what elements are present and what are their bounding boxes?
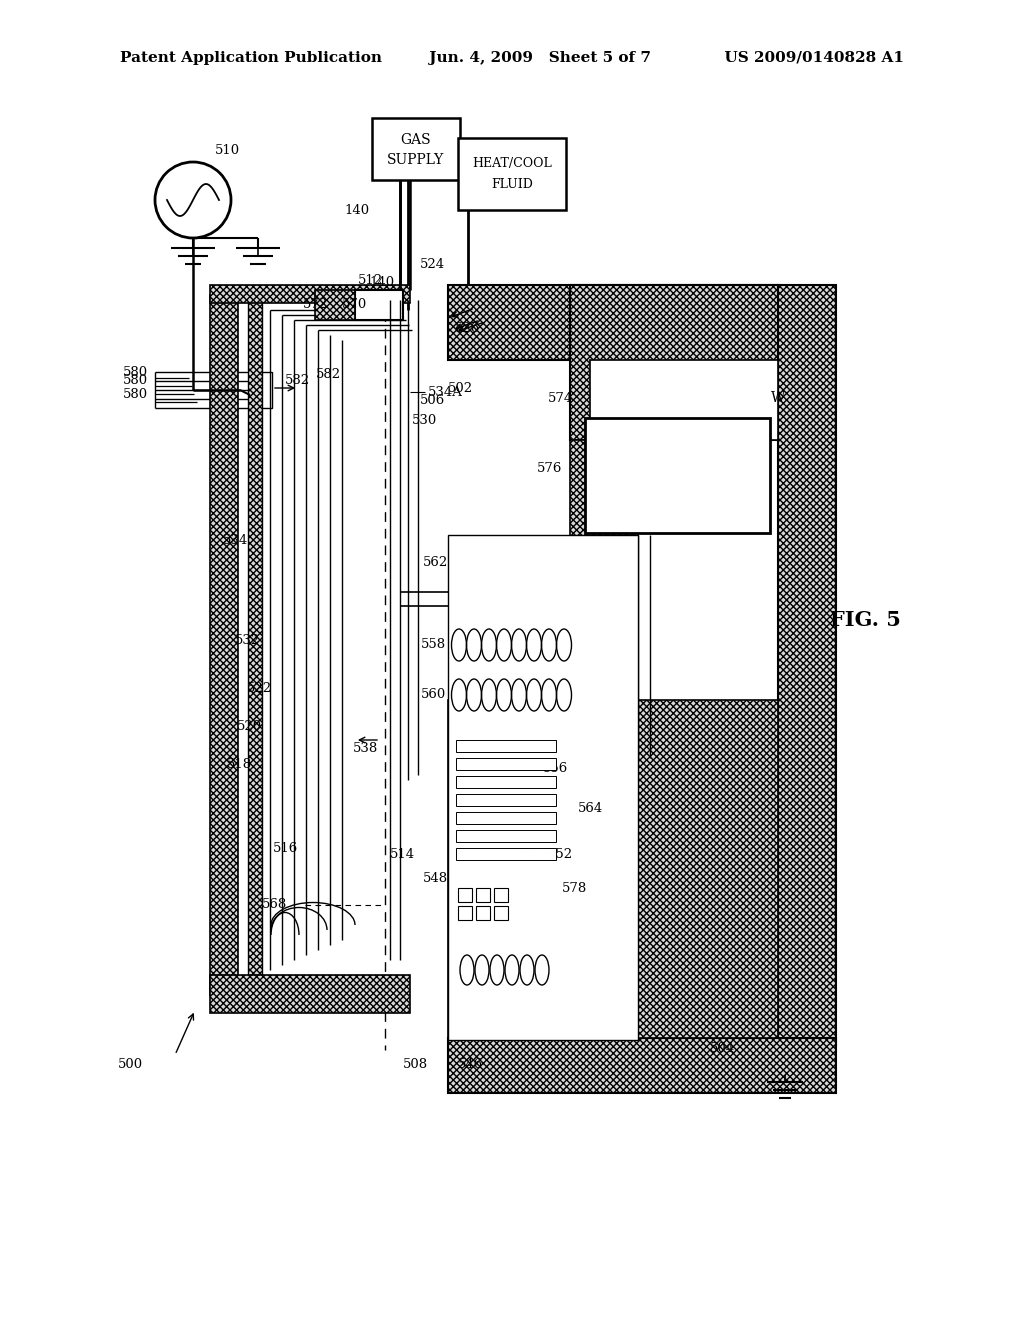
Bar xyxy=(458,139,566,210)
Bar xyxy=(449,1038,836,1093)
Text: GAS: GAS xyxy=(400,133,431,147)
Text: 580: 580 xyxy=(123,366,148,379)
Bar xyxy=(449,285,778,360)
Bar xyxy=(638,700,778,1038)
Bar xyxy=(570,285,778,440)
Bar xyxy=(355,290,403,319)
Bar xyxy=(210,294,238,995)
Bar xyxy=(456,795,556,807)
Bar xyxy=(456,776,556,788)
Bar xyxy=(458,888,472,902)
Text: P: P xyxy=(521,849,530,862)
Text: HEAT/COOL: HEAT/COOL xyxy=(472,157,552,169)
Text: 140: 140 xyxy=(345,203,370,216)
Text: 578: 578 xyxy=(562,882,587,895)
Bar xyxy=(456,812,556,824)
Text: 518: 518 xyxy=(227,758,252,771)
Text: 576: 576 xyxy=(537,462,562,474)
Text: 522: 522 xyxy=(247,681,272,694)
Text: 502: 502 xyxy=(449,381,473,395)
Bar xyxy=(450,539,570,593)
Bar xyxy=(210,285,410,304)
Text: 524: 524 xyxy=(420,259,445,272)
Text: 568: 568 xyxy=(262,899,288,912)
Bar xyxy=(778,285,836,1045)
Text: 560: 560 xyxy=(421,689,446,701)
Text: 570: 570 xyxy=(342,297,367,310)
Bar xyxy=(570,440,638,758)
Bar xyxy=(252,372,272,408)
Text: 534A: 534A xyxy=(428,385,463,399)
Text: 526: 526 xyxy=(455,322,480,334)
Bar xyxy=(449,535,638,1040)
Bar xyxy=(449,700,500,1038)
Bar xyxy=(372,117,460,180)
Text: PUMP: PUMP xyxy=(643,466,711,484)
Bar xyxy=(456,847,556,861)
Text: 508: 508 xyxy=(402,1059,428,1072)
Text: 564: 564 xyxy=(578,801,603,814)
Text: 580: 580 xyxy=(123,374,148,387)
Text: 572: 572 xyxy=(303,297,328,310)
Bar xyxy=(456,741,556,752)
Text: 512: 512 xyxy=(358,273,383,286)
Bar xyxy=(456,830,556,842)
Text: 516: 516 xyxy=(272,842,298,854)
Text: Patent Application Publication         Jun. 4, 2009   Sheet 5 of 7              : Patent Application Publication Jun. 4, 2… xyxy=(120,51,904,65)
Bar xyxy=(248,294,262,975)
Text: FLUID: FLUID xyxy=(492,177,532,190)
Bar xyxy=(494,906,508,920)
Text: 582: 582 xyxy=(285,374,310,387)
Bar xyxy=(590,360,778,440)
Text: 562: 562 xyxy=(423,556,449,569)
Text: 514: 514 xyxy=(390,849,415,862)
Text: 500: 500 xyxy=(118,1059,143,1072)
Bar xyxy=(476,888,490,902)
Circle shape xyxy=(155,162,231,238)
Text: 506: 506 xyxy=(420,393,445,407)
Bar xyxy=(458,906,472,920)
Text: FIG. 5: FIG. 5 xyxy=(830,610,901,630)
Text: 140: 140 xyxy=(370,276,395,289)
Text: 510: 510 xyxy=(215,144,240,157)
Text: 546: 546 xyxy=(458,1059,483,1072)
Text: 580: 580 xyxy=(123,388,148,401)
Text: 556: 556 xyxy=(543,762,568,775)
Text: 558: 558 xyxy=(421,639,446,652)
Bar xyxy=(585,418,770,533)
Text: 574: 574 xyxy=(548,392,573,404)
Bar xyxy=(315,290,355,319)
Text: 538: 538 xyxy=(352,742,378,755)
Bar xyxy=(476,906,490,920)
Text: 548: 548 xyxy=(423,871,449,884)
Bar xyxy=(210,975,410,1012)
Text: W: W xyxy=(771,391,785,405)
Text: 504: 504 xyxy=(710,1041,735,1055)
Text: 534: 534 xyxy=(223,533,248,546)
Text: 582: 582 xyxy=(316,368,341,381)
Text: SUPPLY: SUPPLY xyxy=(387,153,444,168)
Text: 530: 530 xyxy=(412,413,437,426)
Bar xyxy=(494,888,508,902)
Text: 552: 552 xyxy=(548,849,573,862)
Bar xyxy=(456,758,556,770)
Text: 520: 520 xyxy=(237,719,262,733)
Text: 532: 532 xyxy=(234,634,260,647)
